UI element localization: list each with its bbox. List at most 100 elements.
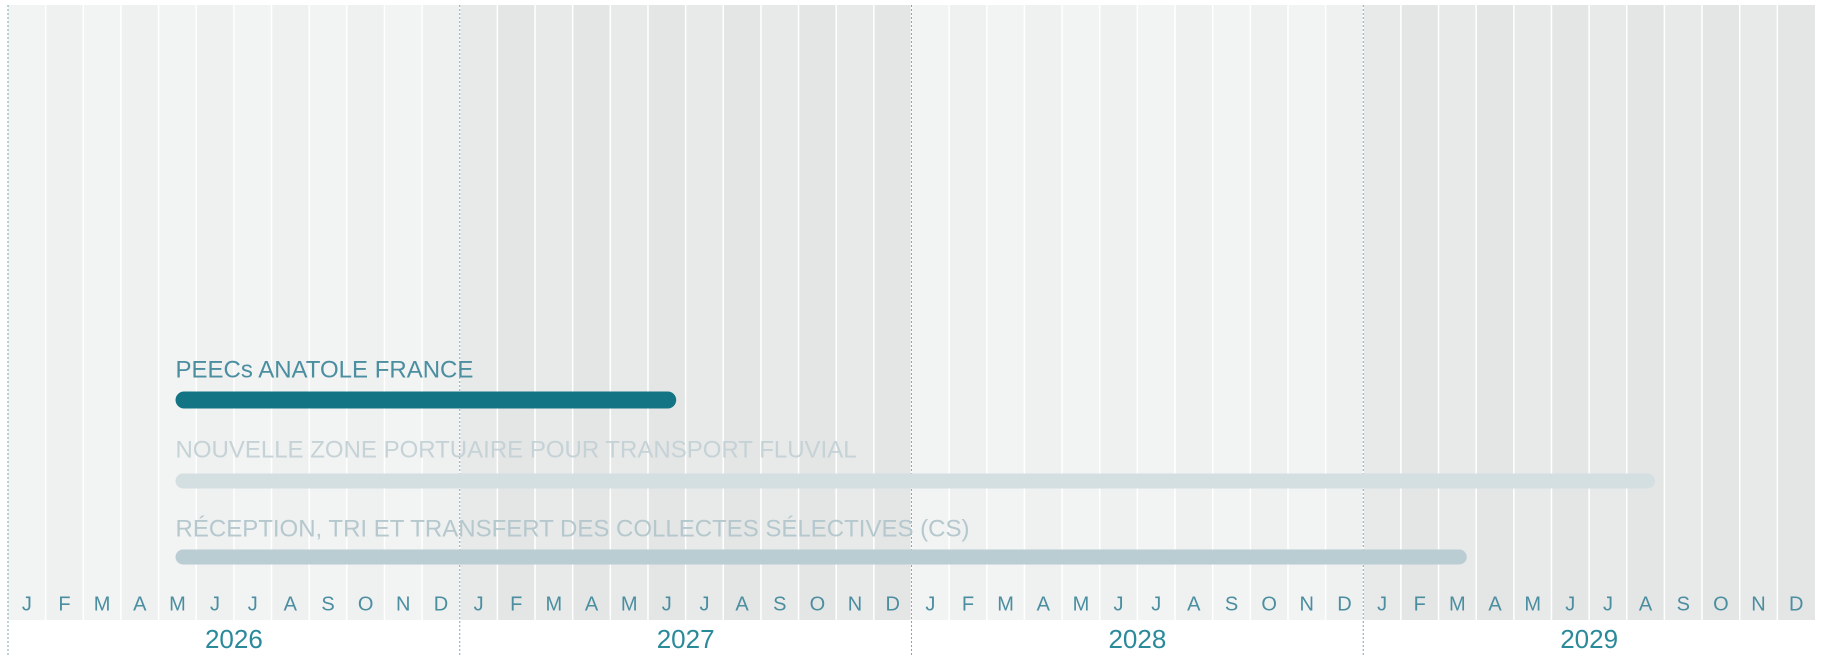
- month-label: A: [1037, 593, 1051, 615]
- month-label: J: [1603, 593, 1613, 615]
- month-label: M: [1073, 593, 1090, 615]
- month-label: J: [1114, 593, 1124, 615]
- month-label: J: [474, 593, 484, 615]
- month-column: [8, 5, 46, 621]
- task-bar: [175, 391, 677, 409]
- month-column: [1325, 5, 1364, 621]
- month-label: J: [248, 593, 258, 615]
- month-column: [1739, 5, 1778, 621]
- month-label: A: [133, 593, 147, 615]
- year-label: 2029: [1560, 624, 1618, 654]
- month-label: S: [1677, 593, 1690, 615]
- month-column: [1777, 5, 1815, 621]
- month-label: D: [885, 593, 899, 615]
- month-label: A: [735, 593, 749, 615]
- month-column: [1476, 5, 1514, 621]
- month-column: [83, 5, 121, 621]
- month-label: F: [1414, 593, 1426, 615]
- month-column: [1626, 5, 1665, 621]
- month-label: A: [1488, 593, 1502, 615]
- month-column: [196, 5, 234, 621]
- month-label: J: [210, 593, 220, 615]
- month-column: [572, 5, 611, 621]
- month-column: [1212, 5, 1251, 621]
- month-label: M: [1524, 593, 1541, 615]
- month-column: [233, 5, 272, 621]
- task-bar: [175, 473, 1656, 489]
- month-label: J: [1377, 593, 1387, 615]
- month-column: [45, 5, 84, 621]
- month-label: F: [962, 593, 974, 615]
- month-column: [1589, 5, 1627, 621]
- month-label: M: [94, 593, 111, 615]
- month-column: [911, 5, 950, 621]
- month-column: [346, 5, 385, 621]
- month-column: [158, 5, 197, 621]
- month-label: N: [1300, 593, 1314, 615]
- month-column: [271, 5, 310, 621]
- month-column: [1250, 5, 1288, 621]
- month-label: A: [1639, 593, 1653, 615]
- task-bar: [175, 549, 1467, 565]
- month-column: [1664, 5, 1703, 621]
- month-column: [1175, 5, 1213, 621]
- month-column: [1287, 5, 1326, 621]
- month-column: [1099, 5, 1138, 621]
- month-label: S: [1225, 593, 1238, 615]
- month-column: [384, 5, 423, 621]
- month-label: J: [1565, 593, 1575, 615]
- month-label: M: [169, 593, 186, 615]
- month-label: D: [1789, 593, 1803, 615]
- month-label: D: [1337, 593, 1351, 615]
- month-column: [760, 5, 799, 621]
- month-column: [1551, 5, 1590, 621]
- month-column: [986, 5, 1025, 621]
- month-label: M: [546, 593, 563, 615]
- month-column: [798, 5, 837, 621]
- month-label: M: [1449, 593, 1466, 615]
- month-column: [1024, 5, 1063, 621]
- month-label: O: [1713, 593, 1729, 615]
- month-column: [1137, 5, 1176, 621]
- task-label: NOUVELLE ZONE PORTUAIRE POUR TRANSPORT F…: [176, 436, 857, 463]
- month-label: F: [510, 593, 522, 615]
- month-column: [873, 5, 912, 621]
- month-column: [1062, 5, 1100, 621]
- month-label: J: [1151, 593, 1161, 615]
- month-label: O: [810, 593, 826, 615]
- month-label: D: [434, 593, 448, 615]
- month-column: [1513, 5, 1552, 621]
- month-label: N: [848, 593, 862, 615]
- month-column: [1702, 5, 1740, 621]
- month-label: N: [1751, 593, 1765, 615]
- month-column: [647, 5, 686, 621]
- month-column: [1400, 5, 1439, 621]
- year-label: 2027: [657, 624, 715, 654]
- month-column: [1438, 5, 1477, 621]
- month-label: M: [621, 593, 638, 615]
- month-column: [1363, 5, 1401, 621]
- month-label: S: [773, 593, 786, 615]
- month-column: [723, 5, 761, 621]
- month-label: M: [997, 593, 1014, 615]
- task-label: PEECs ANATOLE FRANCE: [176, 356, 474, 383]
- task-label: RÉCEPTION, TRI ET TRANSFERT DES COLLECTE…: [176, 515, 970, 542]
- month-column: [459, 5, 498, 621]
- year-label: 2026: [205, 624, 263, 654]
- month-label: O: [358, 593, 374, 615]
- month-label: F: [58, 593, 70, 615]
- month-label: J: [699, 593, 709, 615]
- month-label: A: [284, 593, 298, 615]
- month-label: O: [1261, 593, 1277, 615]
- year-label: 2028: [1108, 624, 1166, 654]
- month-label: A: [1187, 593, 1201, 615]
- month-column: [610, 5, 648, 621]
- month-label: J: [662, 593, 672, 615]
- month-label: N: [396, 593, 410, 615]
- month-label: S: [321, 593, 334, 615]
- month-column: [836, 5, 874, 621]
- month-column: [120, 5, 159, 621]
- month-column: [535, 5, 573, 621]
